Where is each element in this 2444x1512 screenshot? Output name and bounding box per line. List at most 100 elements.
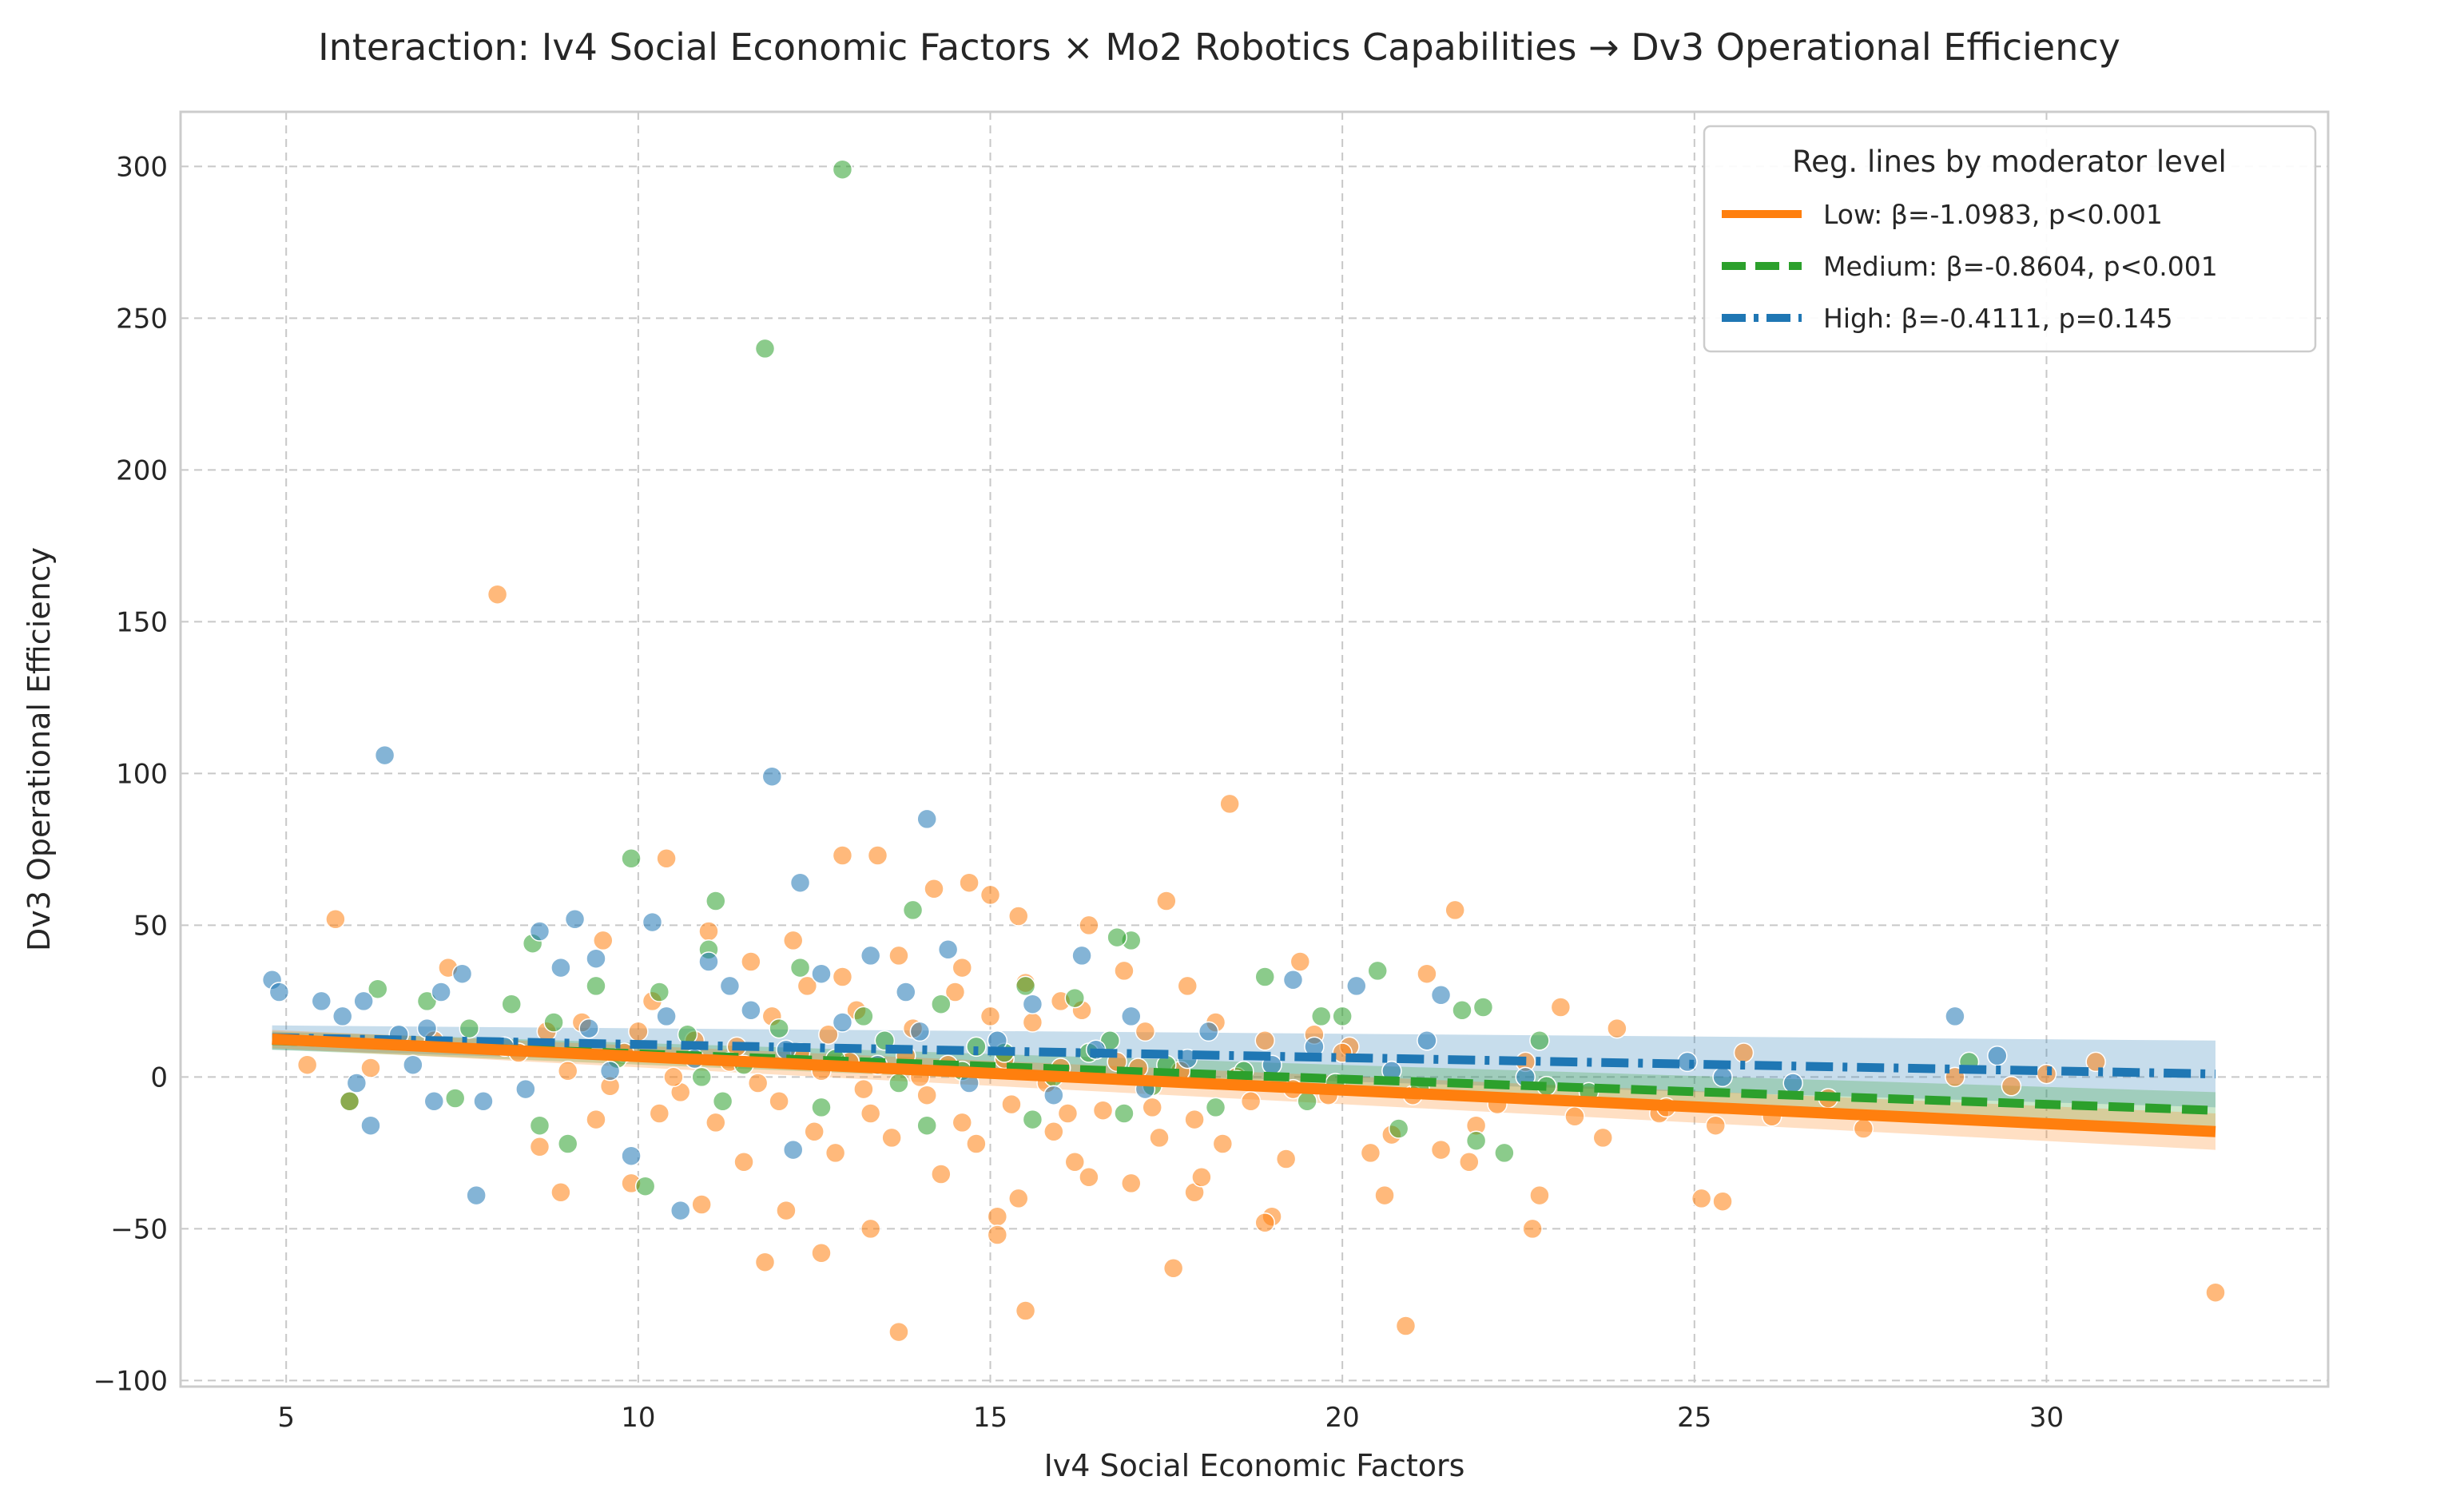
data-point-low xyxy=(952,957,973,978)
grid xyxy=(181,112,2328,1387)
chart-title: Interaction: Iv4 Social Economic Factors… xyxy=(318,26,2120,69)
data-point-high xyxy=(332,1006,353,1027)
legend: Reg. lines by moderator level Low: β=-1.… xyxy=(1703,125,2317,353)
data-point-low xyxy=(987,1224,1008,1245)
data-point-low xyxy=(966,1133,987,1154)
data-point-high xyxy=(403,1054,423,1075)
data-point-low xyxy=(663,1066,684,1088)
data-point-high xyxy=(1022,994,1043,1014)
data-point-medium xyxy=(621,848,642,869)
data-point-high xyxy=(656,1006,677,1027)
data-point-low xyxy=(1043,1121,1064,1142)
data-point-medium xyxy=(1367,960,1388,982)
data-point-high xyxy=(529,921,550,942)
y-axis-label: Dv3 Operational Efficiency xyxy=(22,547,57,951)
data-point-medium xyxy=(691,1066,712,1088)
data-point-low xyxy=(1015,1300,1036,1321)
data-point-low xyxy=(1592,1127,1613,1149)
data-point-low xyxy=(754,1252,776,1272)
data-point-high xyxy=(642,911,663,933)
data-point-low xyxy=(698,921,719,942)
data-point-low xyxy=(1191,1167,1212,1188)
data-point-low xyxy=(853,1078,874,1100)
data-point-high xyxy=(741,1000,761,1021)
data-point-high xyxy=(416,1018,438,1039)
data-point-medium xyxy=(832,159,853,180)
y-tick-label: 300 xyxy=(116,151,168,183)
data-point-medium xyxy=(543,1012,564,1033)
data-point-high xyxy=(1712,1066,1733,1088)
data-point-high xyxy=(1417,1030,1437,1051)
regression-line-high xyxy=(272,1033,2216,1079)
data-point-low xyxy=(2085,1051,2106,1073)
data-point-medium xyxy=(1529,1030,1550,1051)
data-point-low xyxy=(1417,963,1437,984)
data-point-low xyxy=(881,1127,902,1149)
data-point-low xyxy=(797,975,818,997)
data-point-low xyxy=(2036,1063,2057,1085)
data-point-low xyxy=(628,1021,649,1042)
data-point-high xyxy=(346,1073,368,1093)
data-point-high xyxy=(1282,970,1304,990)
data-point-low xyxy=(1430,1139,1452,1161)
data-point-medium xyxy=(1465,1130,1487,1151)
y-tick-label: −50 xyxy=(110,1213,168,1245)
data-point-high xyxy=(1346,975,1367,997)
data-point-high xyxy=(1945,1006,1965,1027)
data-point-low xyxy=(832,966,853,987)
data-point-low xyxy=(1254,1030,1275,1051)
data-point-high xyxy=(586,948,606,969)
data-point-low xyxy=(1550,997,1572,1018)
data-point-low xyxy=(1057,1103,1079,1124)
data-point-low xyxy=(916,1085,937,1105)
data-point-medium xyxy=(368,978,388,999)
legend-entry-medium: Medium: β=-0.8604, p<0.001 xyxy=(1823,251,2218,282)
data-point-high xyxy=(360,1115,381,1136)
data-point-low xyxy=(593,930,614,951)
data-point-low xyxy=(952,1112,973,1133)
plot-frame xyxy=(179,110,2330,1388)
y-tick-label: 200 xyxy=(116,454,168,486)
y-tick-label: 100 xyxy=(116,758,168,790)
data-point-medium xyxy=(789,957,811,978)
data-point-low xyxy=(1162,1258,1184,1279)
data-point-high xyxy=(578,1018,599,1039)
data-point-high xyxy=(761,766,783,787)
data-point-high xyxy=(1987,1046,2008,1066)
data-point-low xyxy=(2001,1076,2022,1097)
data-point-high xyxy=(832,1012,853,1033)
data-point-low xyxy=(1121,1173,1142,1194)
data-point-low xyxy=(987,1206,1008,1227)
legend-title: Reg. lines by moderator level xyxy=(1792,145,2227,179)
data-point-low xyxy=(1079,915,1099,936)
data-point-medium xyxy=(754,338,776,359)
data-point-low xyxy=(811,1243,832,1264)
data-point-high xyxy=(1043,1085,1064,1105)
data-point-low xyxy=(776,1200,797,1221)
data-point-high xyxy=(621,1145,642,1166)
data-point-medium xyxy=(557,1133,578,1154)
data-point-medium xyxy=(902,899,924,921)
data-point-high xyxy=(374,744,395,766)
data-point-medium xyxy=(712,1091,733,1112)
data-point-high xyxy=(1677,1051,1698,1073)
x-tick-label: 25 xyxy=(1677,1402,1711,1434)
data-point-low xyxy=(980,884,1001,906)
axis-ticks: 5 10 15 20 25 30 −100 −50 0 50 100 150 200 250 300 xyxy=(93,151,2064,1434)
legend-box xyxy=(1703,125,2317,353)
data-point-medium xyxy=(1015,975,1036,997)
y-tick-label: 150 xyxy=(116,606,168,638)
legend-entry-low: Low: β=-1.0983, p<0.001 xyxy=(1823,199,2163,230)
data-point-high xyxy=(811,963,832,984)
data-point-medium xyxy=(1022,1109,1043,1130)
data-point-high xyxy=(423,1091,445,1112)
x-tick-label: 30 xyxy=(2029,1402,2064,1434)
data-point-low xyxy=(1712,1191,1733,1212)
data-point-low xyxy=(804,1121,825,1142)
data-point-low xyxy=(944,982,966,1002)
data-point-medium xyxy=(1297,1091,1317,1112)
data-point-medium xyxy=(1114,1103,1135,1124)
data-point-low xyxy=(931,1164,952,1185)
data-point-high xyxy=(473,1091,494,1112)
